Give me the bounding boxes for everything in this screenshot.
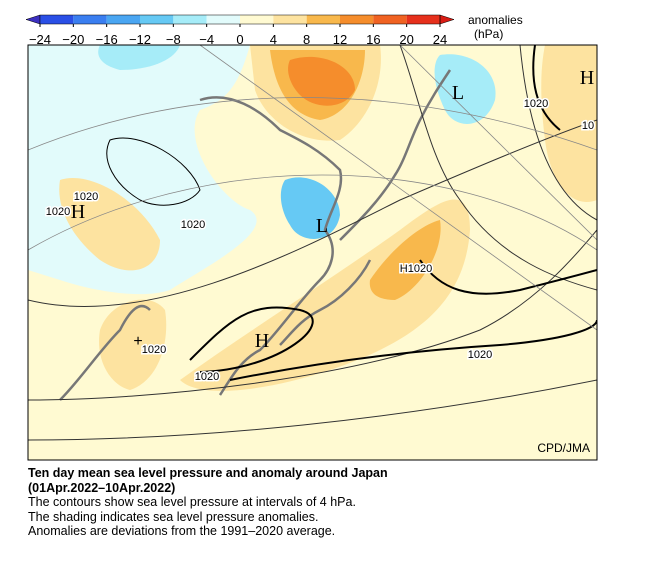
figure: −24 −20 −16 −12 −8 −4 0 4 8 12 16 20 24 anomalies(hPa… xyxy=(25,13,598,461)
colorbar-bin xyxy=(273,15,307,24)
caption-line: The shading indicates sea level pressure… xyxy=(28,509,319,524)
colorbar-tick-label: 16 xyxy=(366,32,380,47)
pressure-center: H xyxy=(255,330,269,352)
contour-label: 1020 xyxy=(46,206,70,218)
graticule xyxy=(28,45,597,331)
colorbar-bin xyxy=(106,15,140,24)
colorbar-tick-label: 4 xyxy=(270,32,277,47)
colorbar-end xyxy=(439,14,455,25)
colorbar-bin xyxy=(340,15,374,24)
marker: + xyxy=(133,333,142,350)
negative-anomaly xyxy=(106,137,201,206)
colorbar-tick-label: 24 xyxy=(433,32,447,47)
credit: CPD/JMA xyxy=(537,441,590,455)
colorbar-bin xyxy=(73,15,107,24)
contour-label: 1020 xyxy=(468,349,492,361)
caption-title: (01Apr.2022–10Apr.2022) xyxy=(28,480,176,495)
colorbar-bin xyxy=(40,15,74,24)
pressure-center: H xyxy=(71,201,85,223)
caption: Ten day mean sea level pressure and anom… xyxy=(28,466,388,539)
caption-title: Ten day mean sea level pressure and anom… xyxy=(28,466,388,480)
colorbar-tick-label: 0 xyxy=(236,32,243,47)
colorbar-end xyxy=(25,14,41,25)
map-frame xyxy=(27,44,598,461)
caption-line: The contours show sea level pressure at … xyxy=(28,495,356,509)
colorbar-bin xyxy=(140,15,174,24)
colorbar-bin xyxy=(373,15,407,24)
colorbar-tick-label: −16 xyxy=(96,32,118,47)
contour-label: 1020 xyxy=(524,98,548,110)
colorbar: −24 −20 −16 −12 −8 −4 0 4 8 12 16 20 24 anomalies(hPa… xyxy=(25,13,523,47)
contour-label: 1020 xyxy=(74,191,98,203)
colorbar-tick-label: −12 xyxy=(129,32,151,47)
contour-label: 10 xyxy=(582,120,594,132)
coastline xyxy=(59,69,452,401)
colorbar-bin xyxy=(240,15,274,24)
negative-anomaly xyxy=(98,45,180,70)
pressure-center: L xyxy=(452,82,464,104)
positive-anomaly xyxy=(369,220,441,300)
caption-line: Anomalies are deviations from the 1991–2… xyxy=(28,524,336,538)
pressure-center: L xyxy=(316,215,328,237)
colorbar-tick-label: −20 xyxy=(62,32,84,47)
colorbar-tick-label: 8 xyxy=(303,32,310,47)
colorbar-bin xyxy=(173,15,207,24)
contour-label: 1020 xyxy=(195,371,219,383)
colorbar-label: anomalies xyxy=(468,13,523,27)
colorbar-tick-label: 20 xyxy=(399,32,413,47)
isobar-1020 xyxy=(189,45,597,381)
colorbar-bin xyxy=(306,15,340,24)
map: + xyxy=(28,45,597,460)
positive-anomaly xyxy=(59,178,160,271)
colorbar-bin xyxy=(206,15,240,24)
positive-anomaly xyxy=(288,56,355,106)
pressure-center: H xyxy=(580,67,594,89)
positive-anomaly xyxy=(541,45,597,202)
contour-label: 1020 xyxy=(142,344,166,356)
colorbar-tick-label: 12 xyxy=(333,32,347,47)
colorbar-bin xyxy=(406,15,440,24)
colorbar-tick-label: −8 xyxy=(166,32,181,47)
contour-label: 1020 xyxy=(181,219,205,231)
positive-anomaly xyxy=(99,299,167,390)
contour-label: H1020 xyxy=(400,263,432,275)
negative-anomaly xyxy=(280,177,340,239)
colorbar-label: (hPa) xyxy=(474,27,503,41)
colorbar-tick-label: −24 xyxy=(29,32,51,47)
colorbar-tick-label: −4 xyxy=(199,32,214,47)
